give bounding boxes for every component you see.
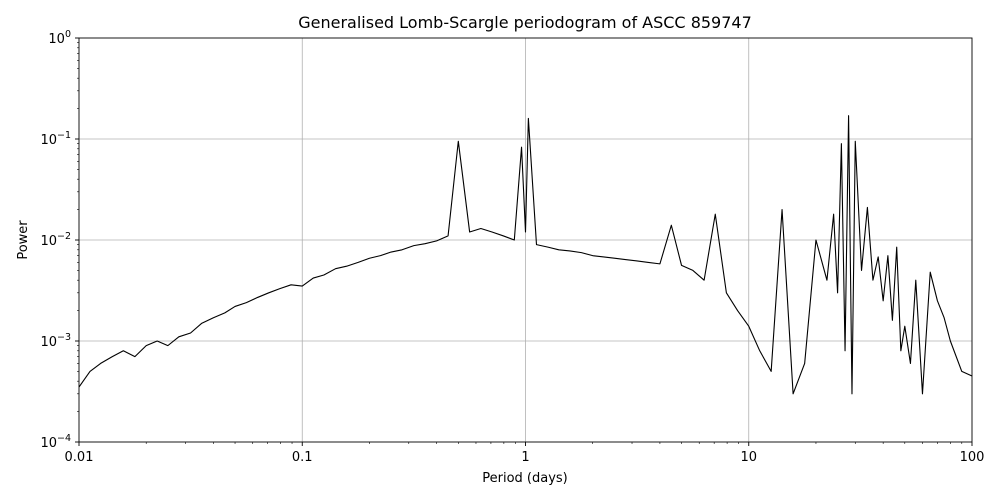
y-tick-exponent: 0 [65, 29, 71, 40]
y-tick-label: 10−4 [40, 433, 71, 451]
y-tick-base: 10 [40, 436, 57, 451]
x-tick-label: 0.01 [65, 450, 94, 465]
y-tick-exponent: −2 [57, 231, 71, 242]
y-tick-label: 100 [48, 29, 71, 47]
y-tick-base: 10 [40, 335, 57, 350]
chart-title: Generalised Lomb-Scargle periodogram of … [298, 13, 752, 32]
series-layer [78, 115, 973, 395]
y-axis-label: Power [16, 220, 31, 260]
y-tick-exponent: −4 [57, 433, 71, 444]
x-tick-label: 0.1 [292, 450, 313, 465]
y-tick-exponent: −3 [57, 332, 71, 343]
power-series-line [78, 115, 973, 395]
x-axis-label: Period (days) [482, 471, 568, 486]
y-tick-base: 10 [40, 234, 57, 249]
y-tick-exponent: −1 [57, 130, 71, 141]
y-tick-label: 10−3 [40, 332, 71, 350]
x-tick-label: 1 [521, 450, 529, 465]
y-tick-base: 10 [40, 133, 57, 148]
y-tick-label: 10−2 [40, 231, 71, 249]
y-tick-label: 10−1 [40, 130, 71, 148]
minor-ticks [77, 42, 963, 444]
x-tick-label: 100 [960, 450, 985, 465]
x-axis-ticks: 0.01 0.1 1 10 100 [65, 442, 985, 465]
y-tick-base: 10 [48, 32, 65, 47]
x-tick-label: 10 [740, 450, 757, 465]
grid-lines [79, 38, 972, 442]
